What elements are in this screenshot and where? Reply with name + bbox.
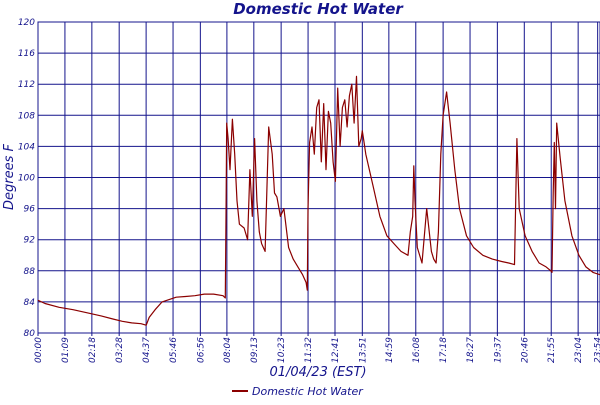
y-tick-label: 80 — [24, 329, 36, 339]
y-tick-label: 112 — [18, 80, 35, 90]
x-tick-label: 23:04 — [574, 337, 584, 363]
y-tick-label: 108 — [18, 111, 35, 121]
x-tick-label: 21:55 — [547, 337, 557, 363]
x-tick-label: 05:46 — [169, 337, 179, 363]
chart-title: Domestic Hot Water — [233, 0, 404, 18]
x-tick-label: 14:59 — [385, 337, 395, 363]
x-tick-label: 19:37 — [493, 337, 503, 363]
y-tick-label: 104 — [18, 142, 35, 152]
y-tick-label: 84 — [24, 298, 36, 308]
y-tick-label: 92 — [24, 236, 36, 246]
x-tick-label: 20:46 — [520, 337, 530, 363]
x-tick-label: 06:56 — [196, 337, 206, 363]
y-axis-ticks: 80 84 88 92 96 100 104 108 112 116 120 — [18, 18, 35, 339]
x-tick-label: 08:04 — [223, 337, 233, 363]
series-line-domestic-hot-water — [37, 75, 600, 326]
x-tick-label: 09:13 — [250, 337, 260, 363]
legend: Domestic Hot Water — [232, 385, 364, 398]
series — [37, 75, 600, 326]
x-tick-label: 16:08 — [412, 337, 422, 363]
plot-area — [37, 21, 600, 334]
y-tick-label: 120 — [18, 18, 35, 28]
x-tick-label: 23:54 — [594, 337, 600, 363]
x-tick-label: 00:00 — [34, 337, 44, 363]
x-tick-label: 12:41 — [331, 337, 341, 363]
y-tick-label: 116 — [18, 49, 35, 59]
x-tick-label: 11:32 — [304, 337, 314, 363]
x-tick-label: 02:18 — [88, 337, 98, 363]
x-tick-label: 03:28 — [115, 337, 125, 363]
x-tick-label: 10:23 — [277, 337, 287, 363]
x-tick-label: 13:51 — [358, 337, 368, 363]
y-tick-label: 100 — [18, 174, 35, 184]
x-tick-label: 17:18 — [439, 337, 449, 363]
y-tick-label: 96 — [24, 205, 36, 215]
x-tick-label: 01:09 — [61, 337, 71, 363]
x-tick-label: 18:27 — [466, 337, 476, 363]
x-axis-ticks: 00:00 01:09 02:18 03:28 04:37 05:46 06:56 08:04… — [34, 337, 600, 363]
y-axis-label: Degrees F — [2, 143, 17, 210]
x-tick-label: 04:37 — [142, 337, 152, 363]
x-axis-label: 01/04/23 (EST) — [269, 365, 366, 380]
y-tick-label: 88 — [24, 267, 36, 277]
legend-label: Domestic Hot Water — [252, 385, 364, 398]
